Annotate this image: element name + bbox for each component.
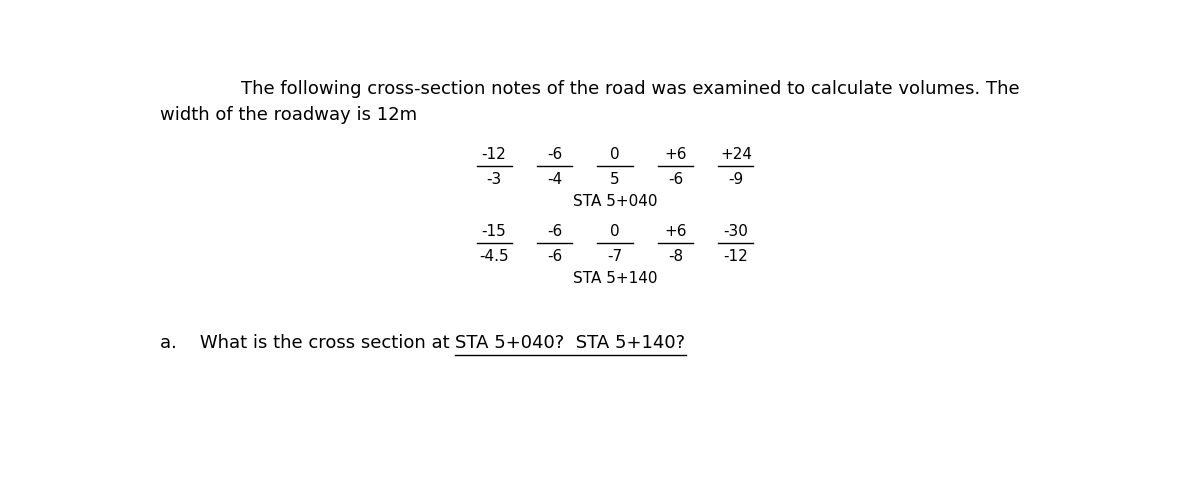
- Text: -4.5: -4.5: [479, 249, 509, 264]
- Text: -15: -15: [481, 224, 506, 239]
- Text: STA 5+040: STA 5+040: [572, 194, 658, 209]
- Text: width of the roadway is 12m: width of the roadway is 12m: [160, 106, 418, 124]
- Text: -4: -4: [547, 172, 562, 187]
- Text: STA 5+140: STA 5+140: [572, 271, 658, 286]
- Text: -6: -6: [547, 224, 562, 239]
- Text: a.    What is the cross section at: a. What is the cross section at: [160, 334, 456, 352]
- Text: -9: -9: [728, 172, 744, 187]
- Text: The following cross-section notes of the road was examined to calculate volumes.: The following cross-section notes of the…: [241, 80, 1020, 98]
- Text: +24: +24: [720, 147, 752, 162]
- Text: +6: +6: [665, 147, 686, 162]
- Text: STA 5+040?  STA 5+140?: STA 5+040? STA 5+140?: [456, 334, 685, 352]
- Text: -30: -30: [724, 224, 749, 239]
- Text: -6: -6: [547, 147, 562, 162]
- Text: 0: 0: [610, 224, 620, 239]
- Text: 5: 5: [610, 172, 620, 187]
- Text: -3: -3: [486, 172, 502, 187]
- Text: -12: -12: [724, 249, 749, 264]
- Text: -8: -8: [668, 249, 683, 264]
- Text: +6: +6: [665, 224, 686, 239]
- Text: 0: 0: [610, 147, 620, 162]
- Text: -6: -6: [668, 172, 683, 187]
- Text: -7: -7: [607, 249, 623, 264]
- Text: -12: -12: [481, 147, 506, 162]
- Text: -6: -6: [547, 249, 562, 264]
